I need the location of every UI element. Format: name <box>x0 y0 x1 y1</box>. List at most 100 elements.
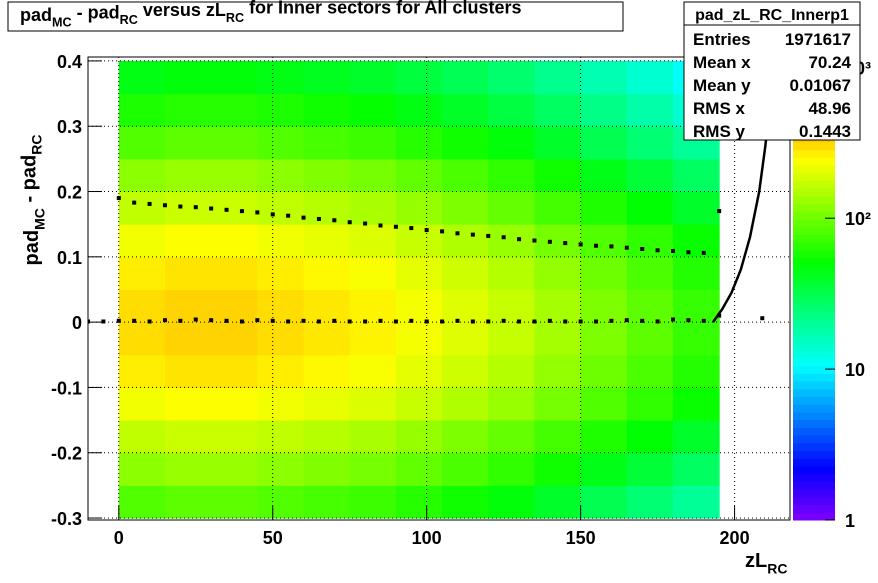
heatmap-cell <box>257 322 305 356</box>
heatmap-cell <box>164 224 212 258</box>
colorbar-step <box>793 280 835 289</box>
heatmap-cell <box>257 485 305 519</box>
heatmap-cell <box>534 289 582 323</box>
heatmap-cell <box>164 322 212 356</box>
heatmap-cell <box>488 158 535 193</box>
colorbar-label: 10 <box>845 360 865 380</box>
heatmap-cell <box>118 485 166 519</box>
heatmap-cell <box>626 354 674 388</box>
heatmap-cell <box>118 387 166 421</box>
heatmap-cell <box>164 485 212 519</box>
heatmap-cell <box>442 158 489 193</box>
colorbar-step <box>793 435 835 444</box>
heatmap-cell <box>580 387 628 421</box>
heatmap-cell <box>488 452 535 486</box>
heatmap-cell <box>118 191 166 225</box>
heatmap-cell <box>349 93 397 127</box>
colorbar-step <box>793 442 835 452</box>
heatmap-cell <box>442 289 489 323</box>
profile-point <box>547 318 552 323</box>
profile-point <box>655 248 660 253</box>
heatmap-cell <box>395 126 443 160</box>
colorbar-step <box>793 141 835 151</box>
colorbar-step <box>793 219 835 228</box>
heatmap-cell <box>395 387 443 421</box>
profile-point <box>270 318 275 323</box>
text-part: - pad <box>72 3 120 23</box>
profile-point <box>286 213 291 218</box>
heatmap-cell <box>580 126 628 160</box>
text-part: zL <box>745 550 767 572</box>
profile-point <box>470 319 475 324</box>
heatmap-cell <box>488 420 535 454</box>
heatmap-cell <box>395 60 443 95</box>
colorbar-label: 1 <box>845 511 855 531</box>
colorbar-step <box>793 489 835 498</box>
heatmap-cell <box>673 485 720 519</box>
text-part: - pad <box>18 155 40 208</box>
y-tick-label: 0.3 <box>57 117 82 137</box>
stats-label: Mean x <box>693 53 751 72</box>
profile-point <box>640 318 645 323</box>
stats-label: Mean y <box>693 76 751 95</box>
heatmap-cell <box>349 322 397 356</box>
colorbar-step <box>793 458 835 467</box>
profile-point <box>640 246 645 251</box>
heatmap-cell <box>580 191 628 225</box>
heatmap-cell <box>580 224 628 258</box>
heatmap-cell <box>673 158 720 193</box>
colorbar-step <box>793 381 835 390</box>
profile-point <box>470 232 475 237</box>
heatmap-cell <box>211 224 258 258</box>
heatmap-cell <box>488 289 535 323</box>
subscript: MC <box>31 208 47 230</box>
profile-point <box>147 319 152 324</box>
heatmap-cell <box>118 126 166 160</box>
x-tick-label: 50 <box>263 528 283 548</box>
colorbar-step <box>793 234 835 243</box>
colorbar-step <box>793 311 835 320</box>
heatmap-cell <box>626 452 674 486</box>
colorbar-step <box>793 473 835 482</box>
heatmap-cell <box>673 256 720 290</box>
heatmap-cell <box>488 256 535 290</box>
heatmap-cell <box>673 224 720 258</box>
profile-point <box>609 244 614 249</box>
heatmap-cell <box>442 322 489 356</box>
heatmap-cell <box>303 126 351 160</box>
heatmap-cell <box>442 420 489 454</box>
heatmap-cell <box>257 452 305 486</box>
stats-value: 0.01067 <box>790 76 851 95</box>
heatmap-cell <box>211 485 258 519</box>
heatmap-cell <box>211 60 258 95</box>
heatmap-cell <box>118 420 166 454</box>
profile-point <box>609 318 614 323</box>
profile-point <box>178 318 183 323</box>
colorbar-step <box>793 265 835 274</box>
heatmap-cell <box>580 93 628 127</box>
profile-point <box>594 243 599 248</box>
profile-point <box>424 228 429 233</box>
heatmap-cell <box>395 224 443 258</box>
heatmap-cell <box>164 354 212 388</box>
heatmap-cell <box>303 322 351 356</box>
heatmap-cell <box>673 452 720 486</box>
heatmap-cell <box>211 452 258 486</box>
subscript: RC <box>226 11 244 25</box>
heatmap-cell <box>303 420 351 454</box>
y-tick-label: -0.1 <box>51 378 82 398</box>
heatmap-cell <box>349 126 397 160</box>
profile-point <box>686 250 691 255</box>
heatmap-cell <box>118 452 166 486</box>
heatmap-cell <box>257 126 305 160</box>
heatmap-cell <box>673 354 720 388</box>
profile-point <box>455 231 460 236</box>
heatmap-cell <box>673 387 720 421</box>
stats-value: 0.1443 <box>799 122 851 141</box>
heatmap-cell <box>442 224 489 258</box>
heatmap-cell <box>534 387 582 421</box>
profile-point <box>193 317 198 322</box>
heatmap-cell <box>395 485 443 519</box>
colorbar-step <box>793 203 835 212</box>
profile-point <box>671 248 675 253</box>
